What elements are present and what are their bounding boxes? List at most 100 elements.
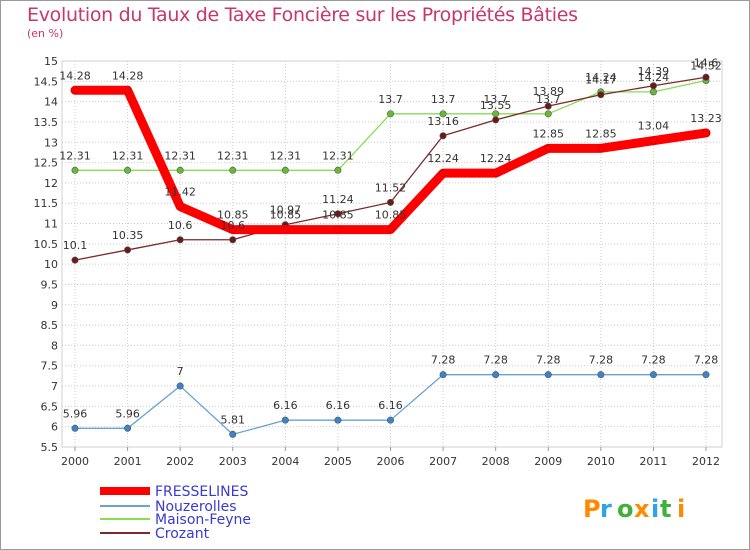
x-tick-label: 2002 (166, 455, 194, 468)
data-label: 14.17 (585, 74, 617, 87)
data-label: 7.28 (483, 354, 508, 367)
legend-label: Crozant (155, 526, 210, 542)
x-tick-label: 2010 (587, 455, 615, 468)
y-tick-label: 9 (51, 299, 58, 312)
data-point (491, 169, 500, 177)
data-label: 13.16 (427, 115, 459, 128)
data-label: 6.16 (326, 399, 351, 412)
data-point (281, 225, 290, 234)
data-point (176, 166, 184, 174)
data-point (492, 116, 500, 124)
data-point (702, 73, 710, 81)
plot-area (61, 60, 723, 448)
data-point (229, 236, 237, 244)
series-crozant (71, 73, 710, 264)
x-tick-label: 2005 (324, 455, 352, 468)
data-point (386, 110, 394, 118)
data-label: 10.35 (112, 229, 144, 242)
y-tick-label: 10.5 (34, 238, 59, 251)
chart-subtitle: (en %) (27, 27, 64, 40)
data-point (439, 371, 447, 379)
data-point (439, 110, 447, 118)
y-tick-label: 7 (51, 380, 58, 393)
legend-label: Nouzerolles (155, 499, 237, 515)
data-label: 7.28 (431, 354, 456, 367)
data-point (702, 129, 710, 137)
legend-label: FRESSELINES (155, 484, 248, 500)
labels-crozant: 10.1 10.35 10.6 10.6 10.97 11.24 11.52 13.16 13.… (63, 56, 719, 252)
data-point (176, 236, 184, 244)
y-tick-label: 6.5 (41, 400, 59, 413)
data-label: 14.28 (112, 69, 144, 82)
logo-letter: P (583, 495, 601, 523)
logo-letter: x (634, 495, 650, 523)
y-tick-label: 10 (44, 258, 58, 271)
data-point (439, 132, 447, 140)
data-label: 12.31 (112, 149, 144, 162)
data-label: 11.24 (322, 193, 354, 206)
data-point (649, 82, 657, 90)
data-point (386, 198, 394, 206)
data-label: 13.23 (690, 112, 722, 125)
x-tick-label: 2001 (114, 455, 142, 468)
data-label: 13.7 (536, 93, 561, 106)
legend: FRESSELINESNouzerollesMaison-FeyneCrozan… (100, 484, 251, 542)
data-point (334, 416, 342, 424)
y-tick-label: 14.5 (34, 75, 59, 88)
data-label: 13.7 (378, 93, 403, 106)
data-point (597, 144, 605, 153)
x-tick-label: 2006 (377, 455, 405, 468)
data-label: 11.42 (164, 185, 196, 198)
logo-letter: t (660, 495, 671, 523)
data-label: 12.31 (217, 149, 249, 162)
data-label: 14.24 (638, 71, 670, 84)
data-point (71, 424, 79, 432)
data-point (229, 166, 237, 174)
y-tick-label: 12.5 (34, 157, 59, 170)
data-point (123, 86, 132, 95)
y-tick-label: 12 (44, 177, 58, 190)
data-label: 12.31 (270, 149, 302, 162)
data-label: 6.16 (378, 399, 403, 412)
data-point (124, 246, 132, 254)
data-label: 10.85 (322, 209, 354, 222)
data-label: 12.24 (427, 152, 459, 165)
data-point (334, 166, 342, 174)
data-label: 12.85 (585, 127, 617, 140)
data-label: 7.28 (694, 354, 719, 367)
labels-fresselines: 14.28 14.28 11.42 10.85 10.85 10.85 10.85 12.24… (59, 69, 722, 221)
y-tick-label: 6 (51, 421, 58, 434)
data-point (228, 225, 237, 234)
data-label: 10.85 (270, 209, 302, 222)
data-point (702, 371, 710, 379)
data-point (544, 102, 552, 110)
data-label: 12.31 (322, 149, 354, 162)
y-tick-label: 15 (44, 55, 58, 68)
data-point (176, 202, 184, 211)
axes: 5.566.577.588.599.51010.51111.51212.5131… (34, 55, 721, 468)
data-label: 10.97 (270, 204, 302, 217)
data-label: 12.31 (59, 149, 91, 162)
chart-title: Evolution du Taux de Taxe Foncière sur l… (27, 4, 578, 26)
series-nouzerolles (71, 371, 710, 438)
data-label: 13.89 (533, 85, 565, 98)
data-point (386, 416, 394, 424)
y-tick-label: 14 (44, 96, 58, 109)
data-point (492, 371, 500, 379)
data-label: 10.85 (217, 209, 249, 222)
x-tick-label: 2003 (219, 455, 247, 468)
x-tick-label: 2000 (61, 455, 89, 468)
data-point (334, 210, 342, 218)
data-label: 14.39 (638, 65, 670, 78)
data-point (281, 166, 289, 174)
logo-letter: i (677, 495, 685, 523)
data-label: 5.81 (221, 413, 246, 426)
y-tick-label: 11.5 (34, 197, 59, 210)
y-tick-label: 9.5 (41, 278, 59, 291)
data-point (544, 144, 553, 153)
x-tick-label: 2012 (692, 455, 720, 468)
data-label: 12.31 (164, 149, 196, 162)
y-tick-label: 7.5 (41, 360, 59, 373)
logo-letter: i (651, 495, 659, 523)
data-label: 12.85 (533, 127, 565, 140)
